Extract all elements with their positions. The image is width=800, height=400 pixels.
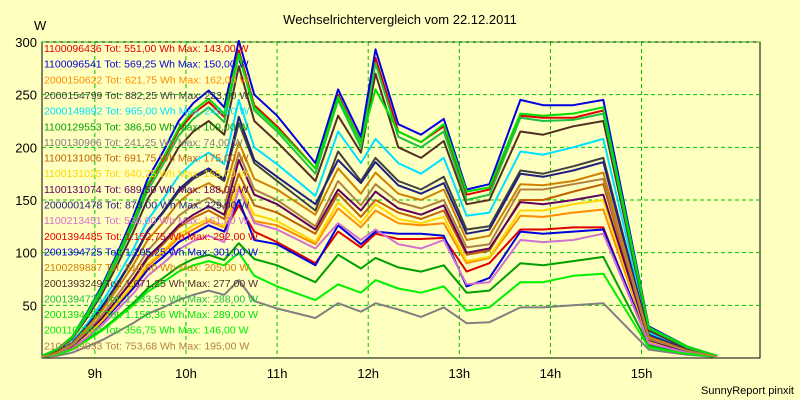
series-line-15 bbox=[41, 141, 718, 358]
legend-entry-10: 1100131074 Tot: 689,50 Wh Max: 188,00 W bbox=[44, 184, 249, 196]
x-tick-label: 13h bbox=[448, 366, 470, 381]
legend-entry-11: 2000001478 Tot: 873,00 Wh Max: 229,00 W bbox=[44, 200, 249, 212]
y-axis-unit: W bbox=[34, 18, 47, 33]
y-tick-label: 300 bbox=[15, 35, 37, 50]
legend-entry-16: 2001393249 Tot: 1.071,25 Wh Max: 277,00 … bbox=[44, 278, 258, 290]
x-tick-label: 15h bbox=[631, 366, 653, 381]
legend-entry-19: 2001102359 Tot: 356,75 Wh Max: 146,00 W bbox=[44, 325, 249, 337]
legend-entry-17: 2001394723 Tot: 1.133,50 Wh Max: 288,00 … bbox=[44, 293, 258, 305]
series-line-16 bbox=[41, 65, 718, 357]
legend-entry-5: 2000149892 Tot: 965,00 Wh Max: 245,00 W bbox=[44, 106, 249, 118]
y-tick-label: 50 bbox=[23, 298, 37, 313]
series-line-14 bbox=[41, 39, 718, 357]
x-tick-label: 14h bbox=[540, 366, 562, 381]
series-line-2 bbox=[41, 199, 718, 358]
legend-entry-8: 1100131006 Tot: 691,75 Wh Max: 175,00 W bbox=[44, 153, 249, 165]
axis-ticks: 50 100 150 200 250 300 9h 10h 11h 12h 13h 14h 15h bbox=[15, 35, 652, 381]
series-line-11 bbox=[41, 115, 718, 357]
legend: 1100096436 Tot: 551,00 Wh Max: 143,00 W 1… bbox=[44, 43, 258, 352]
series-line-17 bbox=[41, 53, 718, 357]
footer-credit: SunnyReport pinxit bbox=[701, 385, 794, 397]
chart-title: Wechselrichtervergleich vom 22.12.2011 bbox=[283, 12, 517, 27]
x-tick-label: 10h bbox=[175, 366, 197, 381]
y-tick-label: 150 bbox=[15, 193, 37, 208]
legend-entry-15: 2100289887 Tot: 810,00 Wh Max: 205,00 W bbox=[44, 262, 249, 274]
x-tick-label: 12h bbox=[357, 366, 379, 381]
x-tick-label: 11h bbox=[267, 366, 288, 381]
legend-entry-7: 1100130966 Tot: 241,25 Wh Max: 74,00 W bbox=[44, 137, 243, 149]
legend-entry-14: 2001394725 Tot: 1.205,25 Wh Max: 301,00 … bbox=[44, 246, 258, 258]
series-line-18 bbox=[41, 52, 718, 357]
series-line-19 bbox=[41, 251, 718, 358]
y-tick-label: 200 bbox=[15, 140, 37, 155]
x-tick-label: 9h bbox=[88, 366, 102, 381]
legend-entry-13: 2001394485 Tot: 1.152,75 Wh Max: 292,00 … bbox=[44, 231, 258, 243]
legend-entry-9: 1100131025 Tot: 640,25 Wh Max: 165,00 W bbox=[44, 168, 249, 180]
series-line-12 bbox=[41, 187, 718, 358]
legend-entry-18: 2001394487 Tot: 1.158,36 Wh Max: 289,00 … bbox=[44, 309, 258, 321]
y-tick-label: 250 bbox=[15, 88, 37, 103]
series-line-20 bbox=[41, 151, 718, 358]
series-line-10 bbox=[41, 159, 718, 358]
legend-entry-3: 2000150622 Tot: 621,75 Wh Max: 162,00 W bbox=[44, 74, 249, 86]
series-line-7 bbox=[41, 279, 718, 358]
series-line-9 bbox=[41, 183, 718, 358]
series-line-5 bbox=[41, 98, 718, 357]
legend-entry-2: 1100096541 Tot: 569,25 Wh Max: 150,00 W bbox=[44, 59, 249, 71]
legend-entry-4: 2000154799 Tot: 882,25 Wh Max: 223,00 W bbox=[44, 90, 249, 102]
legend-entry-12: 1100213451 Tot: 536,00 Wh Max: 161,00 W bbox=[44, 215, 249, 227]
series-lines bbox=[41, 39, 718, 358]
y-tick-label: 100 bbox=[15, 246, 37, 261]
legend-entry-6: 1100129553 Tot: 386,50 Wh Max: 109,00 W bbox=[44, 121, 249, 133]
legend-entry-20: 2100289933 Tot: 753,68 Wh Max: 195,00 W bbox=[44, 340, 249, 352]
legend-entry-1: 1100096436 Tot: 551,00 Wh Max: 143,00 W bbox=[44, 43, 249, 55]
